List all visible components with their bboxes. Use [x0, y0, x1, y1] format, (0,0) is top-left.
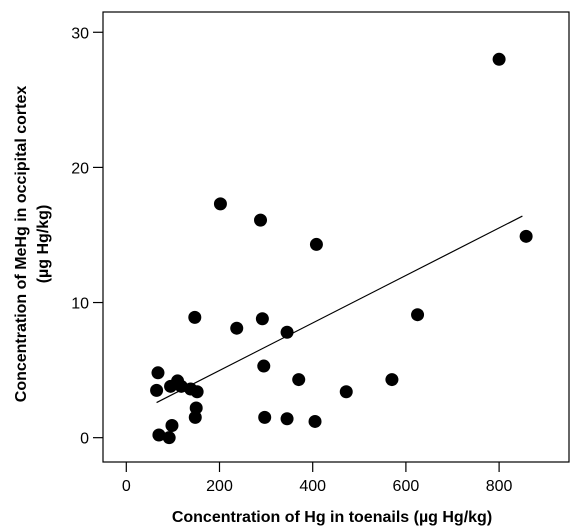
data-point — [411, 308, 425, 322]
x-axis-title: Concentration of Hg in toenails (µg Hg/k… — [172, 509, 492, 526]
data-point — [213, 197, 227, 211]
data-point — [280, 325, 294, 339]
data-point — [150, 383, 164, 397]
data-point — [308, 414, 322, 428]
data-point — [257, 359, 271, 373]
data-point — [280, 412, 294, 426]
data-point — [230, 321, 244, 335]
y-axis-title: Concentration of MeHg in occipital corte… — [13, 86, 30, 403]
data-point — [385, 373, 399, 387]
data-point — [188, 410, 202, 424]
data-point — [152, 428, 166, 442]
data-point — [492, 52, 506, 66]
data-point — [190, 385, 204, 399]
plot-frame — [102, 11, 570, 463]
y-tick-label: 0 — [80, 431, 89, 448]
data-point — [339, 385, 353, 399]
x-tick-label: 800 — [486, 478, 513, 495]
x-tick-label: 400 — [299, 478, 326, 495]
data-point — [519, 229, 533, 243]
data-point — [188, 310, 202, 324]
data-point — [255, 312, 269, 326]
data-point — [309, 237, 323, 251]
y-tick-label: 20 — [71, 160, 89, 177]
data-point — [162, 431, 176, 445]
data-point — [189, 401, 203, 415]
data-points — [150, 52, 533, 445]
data-point — [165, 419, 179, 433]
data-point — [254, 213, 268, 227]
data-point — [151, 366, 165, 380]
x-axis: 0 200 400 600 800 — [122, 462, 513, 495]
data-point — [258, 410, 272, 424]
data-point — [292, 373, 306, 387]
x-tick-label: 0 — [122, 478, 131, 495]
y-tick-label: 10 — [71, 296, 89, 313]
x-tick-label: 200 — [206, 478, 233, 495]
trend-line — [156, 215, 523, 404]
y-axis-title-unit: (µg Hg/kg) — [35, 205, 52, 284]
x-tick-label: 600 — [393, 478, 420, 495]
y-tick-label: 30 — [71, 25, 89, 42]
y-axis: 0 10 20 30 — [71, 25, 103, 448]
